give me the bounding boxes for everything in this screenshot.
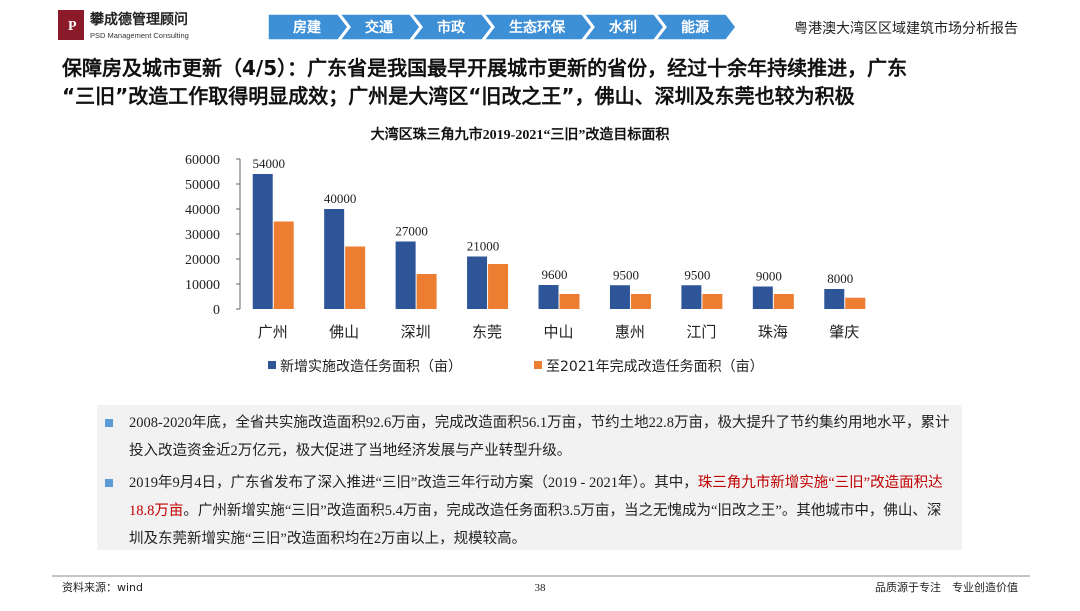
bullet-text: 2008-2020年底，全省共实施改造面积92.6万亩，完成改造面积56.1万亩… [129, 415, 950, 459]
y-tick-label: 20000 [185, 253, 220, 268]
bullet-box: 2008-2020年底，全省共实施改造面积92.6万亩，完成改造面积56.1万亩… [97, 405, 962, 550]
logo-mark: P [68, 19, 77, 34]
bar [252, 174, 273, 309]
data-label: 40000 [324, 191, 357, 206]
y-tick-label: 60000 [185, 153, 220, 168]
nav-tab-label: 生态环保 [509, 19, 566, 36]
bar [609, 285, 630, 309]
nav-tab [338, 13, 421, 41]
nav-tab-label: 房建 [293, 19, 321, 36]
footer-slogan: 品质源于专注 专业创造价值 [875, 580, 1018, 594]
bar [324, 209, 345, 309]
nav-tab [582, 13, 665, 41]
bar [273, 221, 294, 309]
nav-tab-label: 市政 [437, 19, 466, 36]
bullet-text: 。广州新增实施“三旧”改造面积5.4万亩，完成改造任务面积3.5万亩，当之无愧成… [129, 503, 942, 547]
bullet-text: 2019年9月4日，广东省发布了深入推进“三旧”改造三年行动方案（2019 - … [129, 475, 698, 491]
bar [488, 264, 509, 309]
bar [773, 294, 794, 309]
y-tick-label: 10000 [185, 278, 220, 293]
nav-tab [267, 13, 349, 41]
bar [681, 285, 702, 309]
bar [416, 274, 437, 309]
slide-title: 保障房及城市更新（4/5）：广东省是我国最早开展城市更新的省份，经过十余年持续推… [62, 54, 907, 110]
data-label: 8000 [827, 271, 853, 286]
page-number: 38 [535, 582, 547, 594]
footer-source: 资料来源：wind [62, 580, 143, 594]
bar [395, 241, 416, 309]
x-tick-label: 东莞 [472, 323, 502, 341]
y-tick-label: 0 [213, 303, 220, 318]
bar [467, 256, 488, 309]
nav-tab-label: 交通 [365, 19, 393, 36]
x-tick-label: 肇庆 [829, 323, 859, 341]
bar [630, 294, 651, 309]
bar [752, 286, 773, 309]
title-line: “三旧”改造工作取得明显成效；广州是大湾区“旧改之王”，佛山、深圳及东莞也较为积… [62, 84, 855, 108]
logo [58, 10, 84, 40]
data-label: 27000 [395, 224, 428, 239]
data-label: 9500 [613, 267, 639, 282]
data-label: 9000 [756, 269, 782, 284]
nav-tab-label: 能源 [681, 19, 709, 36]
bar [538, 285, 559, 309]
nav-tab [482, 13, 593, 41]
x-tick-label: 惠州 [615, 323, 645, 341]
y-tick-label: 50000 [185, 178, 220, 193]
legend-swatch [534, 361, 542, 369]
bullet-text: 珠三角九市新增实施“三旧”改造面积达18.8万亩 [129, 475, 943, 519]
y-tick-label: 30000 [185, 228, 220, 243]
x-tick-label: 深圳 [401, 323, 431, 341]
bar [345, 246, 366, 309]
data-label: 21000 [467, 239, 500, 254]
bar [824, 289, 845, 309]
company: 攀成德管理顾问 [90, 11, 188, 28]
legend-swatch [268, 361, 276, 369]
chart-title: 大湾区珠三角九市2019-2021“三旧”改造目标面积 [371, 126, 670, 143]
x-tick-label: 佛山 [329, 323, 359, 341]
x-tick-label: 中山 [543, 323, 573, 341]
bullet: 2019年9月4日，广东省发布了深入推进“三旧”改造三年行动方案（2019 - … [105, 469, 952, 553]
bar [845, 297, 866, 309]
data-label: 9600 [542, 267, 568, 282]
data-label: 9500 [684, 267, 710, 282]
data-label: 54000 [252, 156, 285, 171]
x-tick-label: 江门 [686, 323, 716, 341]
title-line: 保障房及城市更新（4/5）：广东省是我国最早开展城市更新的省份，经过十余年持续推… [62, 56, 908, 80]
legend-label: 新增实施改造任务面积（亩） [280, 358, 462, 375]
x-tick-label: 广州 [258, 323, 288, 341]
nav-tab [410, 13, 493, 41]
report-title: 粤港澳大湾区区域建筑市场分析报告 [794, 20, 1018, 37]
nav-tab [654, 13, 737, 41]
x-tick-label: 珠海 [758, 323, 788, 341]
bar [702, 294, 723, 309]
legend-label: 至2021年完成改造任务面积（亩） [546, 358, 764, 375]
bar [559, 294, 580, 309]
company-en: PSD Management Consulting [90, 31, 189, 40]
bullet: 2008-2020年底，全省共实施改造面积92.6万亩，完成改造面积56.1万亩… [105, 409, 952, 465]
y-tick-label: 40000 [185, 203, 220, 218]
nav-tab-label: 水利 [609, 19, 637, 36]
